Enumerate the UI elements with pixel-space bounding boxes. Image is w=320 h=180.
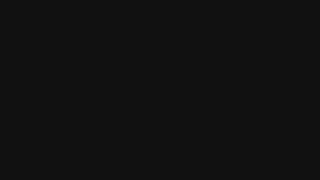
Text: E: E [294,100,300,109]
Text: 50: 50 [160,26,169,32]
Text: $10^{ft}$: $10^{ft}$ [111,152,126,163]
Text: A: A [34,100,39,109]
Text: C: C [154,13,161,23]
Text: $10^{ft}$: $10^{ft}$ [167,152,182,163]
Text: $30^k$: $30^k$ [281,8,298,20]
Text: C: C [144,100,150,109]
Text: $4^k/ft$: $4^k/ft$ [73,25,91,37]
Text: D: D [199,51,206,60]
Text: Pin: Pin [97,91,107,96]
Text: B: B [88,100,94,109]
Text: Roller: Roller [210,88,228,93]
Text: $k^{ft}$: $k^{ft}$ [167,16,178,27]
Text: $10^{ft}$: $10^{ft}$ [56,152,71,163]
Text: $10^{ft}$: $10^{ft}$ [243,152,257,163]
